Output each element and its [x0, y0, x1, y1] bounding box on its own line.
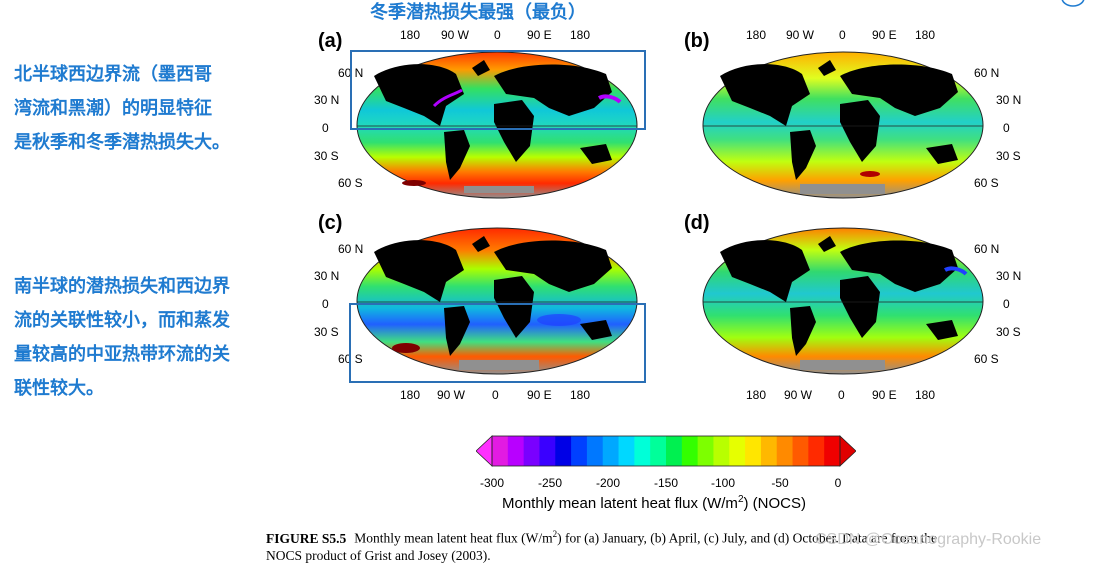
colorbar-cell [824, 436, 841, 466]
colorbar-cell [745, 436, 762, 466]
month-label-a: Jan. [560, 68, 585, 83]
lon-tick-d-5: 180 [915, 388, 936, 402]
lat-tick-d-30n: 30 N [996, 269, 1022, 283]
month-label-b: April [900, 69, 927, 84]
lon-tick-b-1: 180 [746, 28, 767, 42]
highlight-box-southern-winter [349, 303, 646, 383]
lon-tick-c-5: 180 [570, 388, 591, 402]
watermark-text: CSDN @Oceanography-Rookie [815, 531, 1042, 548]
colorbar-cell [602, 436, 620, 466]
colorbar-cell [507, 436, 525, 466]
lat-tick-a-30s: 30 S [314, 149, 339, 163]
lon-tick-b-5: 180 [915, 28, 936, 42]
panel-label-b: (b) [684, 30, 710, 52]
note-southern-hemisphere: 南半球的潜热损失和西边界 流的关联性较小，而和蒸发 量较高的中亚热带环流的关 联… [14, 276, 230, 399]
lon-tick-d-3: 0 [838, 388, 845, 402]
colorbar-cell [681, 436, 699, 466]
colorbar-arrow-low [476, 435, 493, 467]
colorbar-cell [729, 436, 746, 466]
lat-tick-b-60n: 60 N [974, 66, 1000, 80]
lat-tick-a-30n: 30 N [314, 93, 340, 107]
lat-tick-b-30n: 30 N [996, 93, 1022, 107]
colorbar-tick-50: -50 [771, 476, 789, 490]
lat-tick-d-0: 0 [1003, 297, 1010, 311]
colorbar-arrow-high [839, 435, 856, 467]
lat-tick-c-30n: 30 N [314, 269, 340, 283]
colorbar-cell [634, 436, 651, 466]
note-northern-hemisphere: 北半球西边界流（墨西哥 湾流和黑潮）的明显特征 是秋季和冬季潜热损失大。 [14, 64, 230, 153]
colorbar-cell [492, 436, 509, 466]
colorbar [476, 435, 856, 467]
lon-tick-a-1: 180 [400, 28, 421, 42]
colorbar-cell [760, 436, 778, 466]
colorbar-tick-250: -250 [537, 476, 563, 490]
colorbar-cell [618, 436, 635, 466]
lon-tick-a-3: 0 [494, 28, 501, 42]
corner-logo-icon [1061, 0, 1085, 7]
lat-tick-c-60n: 60 N [338, 242, 364, 256]
lon-tick-a-2: 90 W [441, 28, 470, 42]
colorbar-tick-0: 0 [834, 476, 842, 490]
lon-tick-c-1: 180 [400, 388, 421, 402]
lon-tick-d-2: 90 W [784, 388, 813, 402]
map-panel-a [356, 51, 638, 199]
month-label-c: July [558, 246, 582, 261]
colorbar-cell [808, 436, 825, 466]
colorbar-cell [586, 436, 604, 466]
colorbar-cell [713, 436, 730, 466]
lat-tick-b-60s: 60 S [974, 176, 999, 190]
lat-tick-d-60n: 60 N [974, 242, 1000, 256]
colorbar-tick-150: -150 [653, 476, 679, 490]
lon-tick-b-2: 90 W [786, 28, 815, 42]
highlight-box-northern-winter [350, 50, 646, 130]
colorbar-cell [571, 436, 588, 466]
map-panel-d [702, 227, 984, 375]
lat-tick-b-0: 0 [1003, 121, 1010, 135]
lon-tick-b-4: 90 E [872, 28, 897, 42]
panel-label-d: (d) [684, 212, 710, 234]
caption-label: FIGURE S5.5 [266, 530, 347, 546]
lat-tick-b-30s: 30 S [996, 149, 1021, 163]
lon-tick-a-4: 90 E [527, 28, 552, 42]
lon-tick-d-1: 180 [746, 388, 767, 402]
lat-tick-d-60s: 60 S [974, 352, 999, 366]
lon-tick-c-2: 90 W [437, 388, 466, 402]
colorbar-tick-100: -100 [710, 476, 736, 490]
panel-label-a: (a) [318, 30, 343, 52]
colorbar-tick-200: -200 [595, 476, 621, 490]
lon-tick-b-3: 0 [839, 28, 846, 42]
colorbar-cell [792, 436, 809, 466]
colorbar-tick-300: -300 [479, 476, 505, 490]
lon-tick-a-5: 180 [570, 28, 591, 42]
colorbar-cell [776, 436, 794, 466]
month-label-d: Oct. [901, 246, 925, 261]
colorbar-cell [555, 436, 572, 466]
colorbar-cell [539, 436, 556, 466]
lat-tick-a-0: 0 [322, 121, 329, 135]
lon-tick-c-3: 0 [492, 388, 499, 402]
map-panel-b [702, 51, 984, 199]
colorbar-cell [523, 436, 540, 466]
lat-tick-a-60s: 60 S [338, 176, 363, 190]
figure-caption: FIGURE S5.5 Monthly mean latent heat flux… [266, 529, 937, 563]
colorbar-cell [650, 436, 667, 466]
lat-tick-d-30s: 30 S [996, 325, 1021, 339]
lon-tick-c-4: 90 E [527, 388, 552, 402]
lon-tick-d-4: 90 E [872, 388, 897, 402]
panel-label-c: (c) [318, 212, 343, 234]
figure-annotation-title: 冬季潜热损失最强（最负） [370, 2, 586, 23]
lat-tick-c-30s: 30 S [314, 325, 339, 339]
lat-tick-c-0: 0 [322, 297, 329, 311]
colorbar-cells [492, 436, 841, 466]
colorbar-cell [666, 436, 683, 466]
colorbar-cell [697, 436, 714, 466]
map-panel-c [356, 227, 638, 375]
colorbar-title: Monthly mean latent heat flux (W/m2) (NO… [502, 494, 806, 512]
